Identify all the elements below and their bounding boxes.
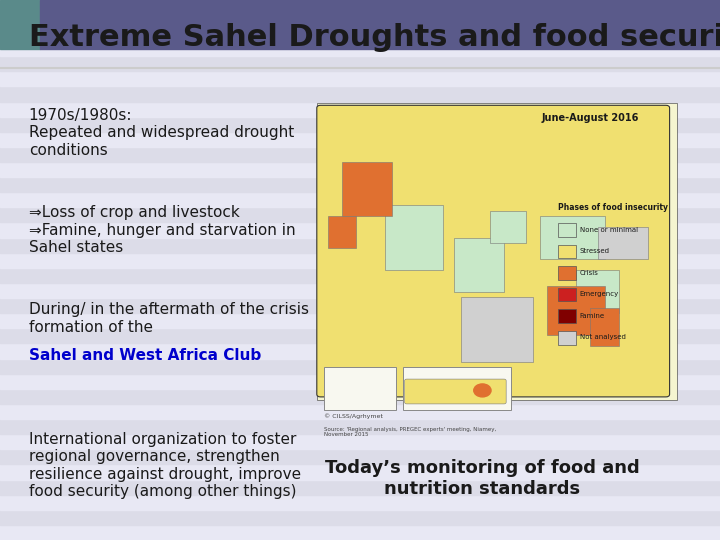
Bar <box>558 331 576 345</box>
Bar <box>558 266 576 280</box>
Bar <box>0 389 720 404</box>
Bar <box>558 288 576 301</box>
Bar <box>0 177 720 192</box>
Bar <box>0 86 720 102</box>
Bar <box>0 11 720 26</box>
Bar <box>0 207 720 222</box>
Bar <box>558 223 576 237</box>
Bar <box>558 245 576 258</box>
Bar <box>0 41 720 56</box>
Text: Not analysed: Not analysed <box>580 334 626 341</box>
FancyBboxPatch shape <box>317 105 670 397</box>
Bar <box>40 0 720 49</box>
Bar <box>403 367 511 410</box>
Circle shape <box>474 384 491 397</box>
Text: Sahel and West Africa Club: Sahel and West Africa Club <box>29 348 261 363</box>
Bar <box>0 328 720 343</box>
Bar <box>0 343 720 359</box>
Bar <box>0 56 720 71</box>
Bar <box>0 26 720 41</box>
Text: None or minimal: None or minimal <box>580 226 638 233</box>
Bar <box>328 216 356 248</box>
Bar <box>0 0 40 49</box>
Bar <box>0 117 720 132</box>
Bar <box>0 253 720 268</box>
Bar <box>0 238 720 253</box>
Bar <box>0 0 720 11</box>
Bar <box>0 162 720 177</box>
Text: During/ in the aftermath of the crisis
formation of the: During/ in the aftermath of the crisis f… <box>29 302 309 335</box>
Bar <box>0 464 720 480</box>
Bar <box>598 227 648 259</box>
Text: June-August 2016: June-August 2016 <box>541 113 639 124</box>
Bar <box>540 216 605 259</box>
Bar <box>0 359 720 374</box>
Bar <box>0 449 720 464</box>
Bar <box>547 286 605 335</box>
Bar <box>0 480 720 495</box>
Bar <box>461 297 533 362</box>
Bar <box>490 211 526 243</box>
Bar <box>0 434 720 449</box>
Text: 1970s/1980s:
Repeated and widespread drought
conditions: 1970s/1980s: Repeated and widespread dro… <box>29 108 294 158</box>
Bar <box>0 132 720 147</box>
Bar <box>558 309 576 323</box>
Bar <box>385 205 443 270</box>
Bar <box>0 404 720 419</box>
Bar <box>0 102 720 117</box>
Text: Today’s monitoring of food and
nutrition standards: Today’s monitoring of food and nutrition… <box>325 459 640 498</box>
Text: Stressed: Stressed <box>580 248 610 254</box>
Bar <box>0 283 720 298</box>
Text: Emergency: Emergency <box>580 291 619 298</box>
FancyBboxPatch shape <box>405 379 506 404</box>
Bar <box>0 147 720 162</box>
Text: Famine: Famine <box>580 313 605 319</box>
Bar <box>576 270 619 313</box>
Bar <box>342 162 392 216</box>
Bar <box>0 222 720 238</box>
Bar <box>0 374 720 389</box>
Bar <box>0 268 720 283</box>
Text: Extreme Sahel Droughts and food security: Extreme Sahel Droughts and food security <box>29 23 720 52</box>
Bar <box>454 238 504 292</box>
Bar <box>324 367 396 410</box>
Text: Source: 'Regional analysis, PREGEC experts' meeting, Niamey,
November 2015: Source: 'Regional analysis, PREGEC exper… <box>324 427 496 437</box>
Bar <box>0 419 720 434</box>
Bar <box>0 192 720 207</box>
Bar <box>0 510 720 525</box>
Text: ⇒Loss of crop and livestock
⇒Famine, hunger and starvation in
Sahel states: ⇒Loss of crop and livestock ⇒Famine, hun… <box>29 205 295 255</box>
Bar <box>0 525 720 540</box>
Bar <box>0 495 720 510</box>
Bar <box>0 71 720 86</box>
Text: Crisis: Crisis <box>580 269 598 276</box>
Text: International organization to foster
regional governance, strengthen
resilience : International organization to foster reg… <box>29 432 301 499</box>
Bar <box>317 103 677 400</box>
Bar <box>590 308 619 346</box>
Text: © CILSS/Agrhymet: © CILSS/Agrhymet <box>324 413 383 418</box>
Bar <box>0 313 720 328</box>
Text: Phases of food insecurity: Phases of food insecurity <box>558 202 668 212</box>
Bar <box>0 298 720 313</box>
